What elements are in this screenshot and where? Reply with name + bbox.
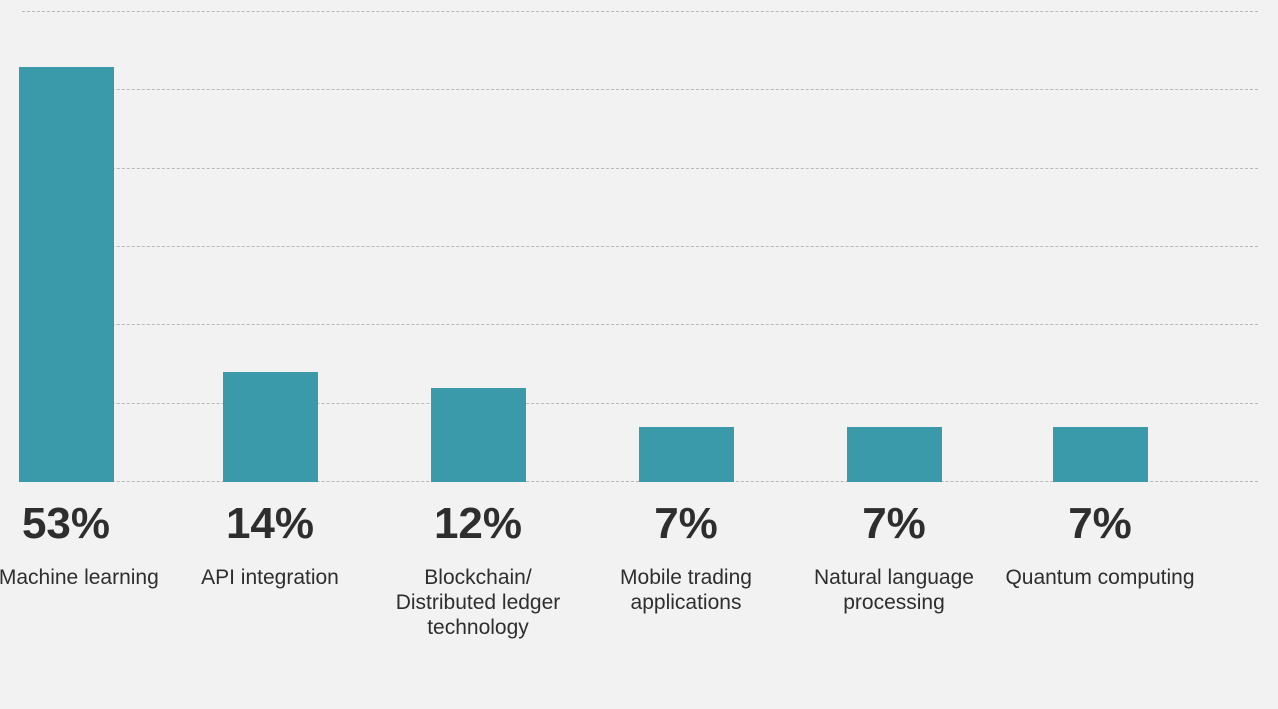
category-label: Quantum computing: [1005, 565, 1195, 590]
gridline: [22, 89, 1258, 90]
bar: [847, 427, 942, 482]
category-label-wrap: Quantum computing: [1005, 565, 1195, 590]
category-label: API integration: [175, 565, 365, 590]
gridline: [22, 403, 1258, 404]
gridline: [22, 246, 1258, 247]
category-label-wrap: Natural language processing: [799, 565, 989, 615]
bar: [639, 427, 734, 482]
gridline: [22, 168, 1258, 169]
value-label: 53%: [0, 502, 161, 546]
category-label: Blockchain/ Distributed ledger technolog…: [383, 565, 573, 641]
bar: [431, 388, 526, 482]
value-label-wrap: 7%: [1005, 502, 1195, 546]
gridline: [22, 11, 1258, 12]
gridline: [22, 324, 1258, 325]
category-label: Mobile trading applications: [591, 565, 781, 615]
value-label-wrap: 7%: [799, 502, 989, 546]
value-label: 12%: [383, 502, 573, 546]
plot-area: [22, 12, 1258, 482]
bar: [223, 372, 318, 482]
value-label: 7%: [1005, 502, 1195, 546]
value-label: 7%: [799, 502, 989, 546]
category-label-wrap: AI/Machine learning: [0, 565, 161, 590]
value-label: 7%: [591, 502, 781, 546]
category-label-wrap: Mobile trading applications: [591, 565, 781, 615]
bar: [19, 67, 114, 482]
category-label-wrap: Blockchain/ Distributed ledger technolog…: [383, 565, 573, 641]
category-label: AI/Machine learning: [0, 565, 161, 590]
value-label-wrap: 12%: [383, 502, 573, 546]
value-label-wrap: 14%: [175, 502, 365, 546]
category-label: Natural language processing: [799, 565, 989, 615]
bar: [1053, 427, 1148, 482]
value-label-wrap: 53%: [0, 502, 161, 546]
value-label-wrap: 7%: [591, 502, 781, 546]
category-label-wrap: API integration: [175, 565, 365, 590]
bar-chart: 53% AI/Machine learning 14% API integration…: [0, 0, 1278, 709]
value-label: 14%: [175, 502, 365, 546]
